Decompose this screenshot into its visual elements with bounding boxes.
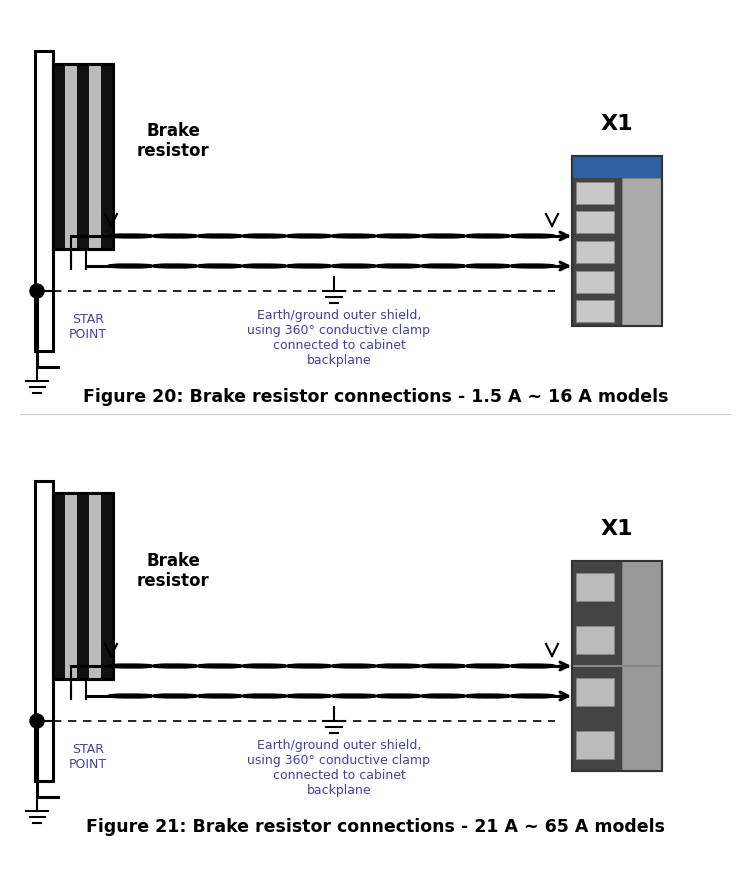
Bar — [621, 178, 662, 326]
Ellipse shape — [199, 235, 241, 237]
Bar — [576, 271, 614, 293]
Bar — [53, 494, 113, 678]
Ellipse shape — [467, 235, 509, 237]
Ellipse shape — [467, 695, 509, 697]
Text: Earth/ground outer shield,
using 360° conductive clamp
connected to cabinet
back: Earth/ground outer shield, using 360° co… — [247, 309, 430, 367]
Ellipse shape — [378, 665, 420, 668]
Bar — [621, 561, 662, 771]
Bar — [89, 64, 101, 248]
Ellipse shape — [332, 695, 375, 697]
Text: X1: X1 — [601, 519, 633, 539]
Ellipse shape — [288, 265, 330, 267]
Bar — [576, 678, 614, 706]
Ellipse shape — [511, 265, 554, 267]
Ellipse shape — [199, 695, 241, 697]
Bar — [572, 178, 621, 326]
Text: Earth/ground outer shield,
using 360° conductive clamp
connected to cabinet
back: Earth/ground outer shield, using 360° co… — [247, 739, 430, 797]
Bar — [77, 64, 89, 248]
Bar — [53, 64, 113, 248]
Bar — [576, 731, 614, 759]
Ellipse shape — [243, 695, 286, 697]
Ellipse shape — [422, 235, 465, 237]
Ellipse shape — [154, 265, 196, 267]
Ellipse shape — [422, 695, 465, 697]
Ellipse shape — [109, 665, 152, 668]
Ellipse shape — [288, 665, 330, 668]
Bar — [101, 64, 113, 248]
Ellipse shape — [422, 265, 465, 267]
Ellipse shape — [332, 235, 375, 237]
Ellipse shape — [288, 235, 330, 237]
Bar — [572, 561, 662, 771]
Ellipse shape — [109, 265, 152, 267]
Ellipse shape — [199, 665, 241, 668]
Text: Brake
resistor: Brake resistor — [137, 122, 209, 160]
Ellipse shape — [243, 235, 286, 237]
Ellipse shape — [378, 265, 420, 267]
Text: Figure 21: Brake resistor connections - 21 A ~ 65 A models: Figure 21: Brake resistor connections - … — [86, 818, 666, 836]
Bar — [572, 561, 662, 771]
Ellipse shape — [243, 665, 286, 668]
Bar — [65, 494, 77, 678]
Circle shape — [30, 714, 44, 728]
Bar — [572, 156, 662, 326]
Ellipse shape — [511, 665, 554, 668]
Text: X1: X1 — [601, 114, 633, 134]
Text: Brake
resistor: Brake resistor — [137, 552, 209, 590]
Bar — [576, 625, 614, 654]
Bar — [572, 156, 662, 178]
Ellipse shape — [109, 235, 152, 237]
Bar — [35, 51, 53, 351]
Ellipse shape — [378, 695, 420, 697]
Ellipse shape — [154, 235, 196, 237]
Text: STAR
POINT: STAR POINT — [69, 313, 107, 341]
Bar — [53, 64, 113, 248]
Bar — [572, 156, 662, 326]
Bar — [576, 300, 614, 323]
Ellipse shape — [332, 265, 375, 267]
Ellipse shape — [199, 265, 241, 267]
Ellipse shape — [109, 695, 152, 697]
Ellipse shape — [511, 695, 554, 697]
Text: Figure 20: Brake resistor connections - 1.5 A ~ 16 A models: Figure 20: Brake resistor connections - … — [83, 388, 669, 406]
Ellipse shape — [332, 665, 375, 668]
Ellipse shape — [154, 665, 196, 668]
Bar — [89, 494, 101, 678]
Bar — [576, 182, 614, 203]
Ellipse shape — [467, 265, 509, 267]
Ellipse shape — [467, 665, 509, 668]
Ellipse shape — [154, 695, 196, 697]
Ellipse shape — [288, 695, 330, 697]
Circle shape — [30, 284, 44, 298]
Text: STAR
POINT: STAR POINT — [69, 743, 107, 771]
Bar — [576, 211, 614, 233]
Bar — [53, 494, 113, 678]
Bar — [35, 481, 53, 781]
Bar — [101, 494, 113, 678]
Ellipse shape — [378, 235, 420, 237]
Bar — [576, 241, 614, 263]
Bar — [53, 494, 65, 678]
Ellipse shape — [422, 665, 465, 668]
Ellipse shape — [243, 265, 286, 267]
Bar — [53, 64, 65, 248]
Bar — [65, 64, 77, 248]
Bar — [576, 573, 614, 601]
Ellipse shape — [511, 235, 554, 237]
Bar — [77, 494, 89, 678]
Bar — [572, 561, 621, 771]
